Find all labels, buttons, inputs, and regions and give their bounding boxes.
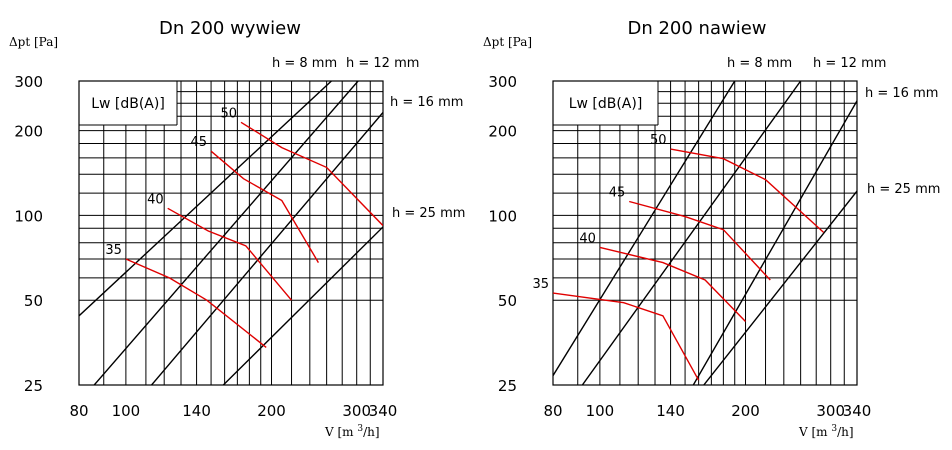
y-tick-label: 300 [488,73,517,91]
level-label: 50 [650,133,667,148]
y-axis-label: Δpt [Pa] [483,35,532,49]
x-tick-label: 80 [69,402,88,420]
level-label: 35 [105,243,122,258]
plot-frame [552,80,858,386]
level-label: 35 [532,277,549,292]
x-axis-label-sup: 3 [357,424,363,434]
h-series-line [703,190,857,385]
h-series-label: h = 12 mm [813,56,886,71]
chart-1: Dn 200 wywiew Δpt [Pa] V [m 3/h] Lw [dB(A)]… [9,18,465,439]
h-series-label: h = 25 mm [867,182,940,197]
x-tick-label: 340 [843,402,872,420]
h-series-label: h = 16 mm [390,95,463,110]
level-line [167,207,293,301]
h-series-line [692,100,857,385]
level-label: 45 [191,135,208,150]
level-label: 50 [220,106,237,121]
x-tick-label: 300 [816,402,845,420]
legend-box-label: Lw [dB(A)] [569,96,643,112]
legend-box-label: Lw [dB(A)] [91,96,165,112]
x-axis-label-sup: 3 [831,424,837,434]
y-tick-label: 300 [14,73,43,91]
x-tick-label: 200 [731,402,760,420]
y-tick-label: 25 [498,377,517,395]
x-tick-label: 100 [586,402,615,420]
h-series-label: h = 25 mm [392,206,465,221]
chart-title: Dn 200 wywiew [159,18,301,39]
h-series-label: h = 8 mm [727,56,792,71]
level-label: 45 [609,186,626,201]
x-axis-label-part: /h] [837,425,853,439]
level-label: 40 [579,231,596,246]
level-line [210,150,320,263]
level-label: 40 [147,192,164,207]
x-tick-label: 300 [342,402,371,420]
h-series-label: h = 12 mm [346,56,419,71]
x-tick-label: 140 [182,402,211,420]
h-series-label: h = 16 mm [865,86,938,101]
y-tick-label: 200 [14,123,43,141]
y-axis-label: Δpt [Pa] [9,35,58,49]
y-tick-label: 100 [488,207,517,225]
chart-2: Dn 200 nawiew Δpt [Pa] V [m 3/h] Lw [dB(A)]… [483,18,940,439]
h-series-line [581,81,802,385]
x-tick-label: 100 [112,402,141,420]
chart-title: Dn 200 nawiew [627,18,766,39]
plot-lines [79,81,383,385]
h-series-line [222,226,383,385]
y-tick-label: 100 [14,207,43,225]
level-line [599,246,747,322]
x-tick-label: 80 [543,402,562,420]
y-tick-label: 25 [24,377,43,395]
h-series-label: h = 8 mm [272,56,337,71]
plot-lines [553,81,857,385]
x-axis-label-part: /h] [363,425,379,439]
level-line [125,258,267,348]
x-axis-label-part: V [m [798,425,831,439]
level-line [553,292,700,381]
x-axis-label-part: V [m [324,425,357,439]
h-series-line [151,111,383,385]
h-series-line [553,81,736,376]
x-tick-label: 340 [369,402,398,420]
level-line [670,148,825,233]
level-line [240,121,383,227]
x-tick-label: 140 [656,402,685,420]
x-axis-label: V [m 3/h] [798,424,854,439]
level-line [629,200,771,281]
y-tick-label: 50 [24,292,43,310]
x-tick-label: 200 [257,402,286,420]
h-series-line [93,81,359,385]
y-tick-label: 200 [488,123,517,141]
plot-frame [78,80,384,386]
h-series-line [79,81,332,317]
x-axis-label: V [m 3/h] [324,424,380,439]
y-tick-label: 50 [498,292,517,310]
